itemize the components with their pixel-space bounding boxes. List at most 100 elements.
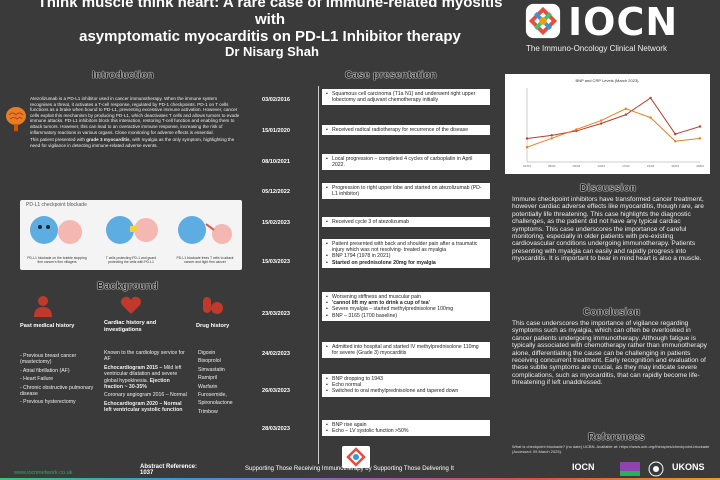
drug-item: Spironolactone (198, 400, 233, 407)
timeline-entry: Local progression – completed 4 cycles o… (322, 154, 490, 171)
cartoon-figure-1-icon (30, 216, 82, 244)
chart-x-tick: 05/03 (548, 164, 556, 168)
bnp-chart: BNP and CRP Levels (March 2023) 01/03 05/… (505, 74, 710, 174)
partner-badge-icon (620, 462, 640, 476)
person-icon (34, 296, 52, 317)
checkpoint-cartoon: PD-L1 checkpoint blockade PD-L1 blockade… (20, 200, 242, 270)
iocn-mark-icon (525, 3, 561, 39)
pills-icon (203, 297, 223, 314)
cartoon-panel-3-text: PD-L1 blockade frees T cells to attack c… (176, 256, 234, 264)
timeline-entry: BNP dropping to 1943 Echo normal Switche… (322, 374, 490, 397)
cartoon-panel-1-text: PD-L1 blockade on the bubble stopping fi… (27, 256, 87, 264)
cardiac-item-4: Echocardiogram 2020 – Normal left ventri… (104, 400, 183, 414)
timeline-item: Patient presented with back and shoulder… (326, 241, 486, 253)
timeline-entry: Progression to right upper lobe and star… (322, 183, 490, 200)
drug-item: Digoxin (198, 350, 216, 356)
timeline-item: Received radical radiotherapy for recurr… (326, 127, 486, 133)
timeline-entry: BNP rise again Echo – LV systolic functi… (322, 420, 490, 437)
introduction-para-2: This patient presented with grade 3 myoc… (30, 137, 240, 148)
timeline-date: 08/10/2021 (262, 159, 290, 165)
timeline-date: 24/02/2023 (262, 351, 290, 357)
cardiac-echo-2015-label: Echocardiogram 2015 – (104, 364, 163, 371)
footer-stripe (0, 478, 720, 480)
introduction-para-1: Atezolizumab is a PD-L1 inhibitor used i… (30, 96, 240, 135)
footer-website-link[interactable]: www.iocninetwork.co.uk (14, 470, 73, 476)
references-heading: References (588, 432, 645, 443)
footer-logo (342, 446, 370, 468)
chart-point (649, 116, 652, 119)
timeline-date: 03/02/2016 (262, 97, 290, 103)
chart-point (550, 137, 553, 140)
heart-icon (121, 296, 141, 314)
timeline-date: 15/02/2023 (262, 220, 290, 226)
logo-brand: IOCN (568, 0, 679, 44)
chart-x-tick: 25/03 (672, 164, 680, 168)
timeline-entry: Squamous cell carcinoma (T1a N1) and und… (322, 89, 490, 106)
chart-x-tick: 21/03 (647, 164, 655, 168)
discussion-text: Immune checkpoint inhibitors have transf… (512, 196, 704, 263)
case-presentation-heading: Case presentation (345, 70, 437, 81)
pmh-item: - Atrial fibrillation (AF) (20, 367, 70, 374)
chart-point (624, 107, 628, 110)
chart-point (525, 146, 529, 149)
timeline-item: BNP dropping to 1943 (326, 376, 486, 382)
timeline-item: BNP – 3165 (1700 baseline) (326, 313, 486, 319)
timeline-item: BNP rise again (326, 422, 486, 428)
brain-icon (6, 107, 26, 131)
abstract-number: 1037 (140, 470, 154, 476)
pmh-item: - Previous breast cancer (mastectomy) (20, 353, 77, 366)
partner-iocn: IOCN (572, 462, 595, 472)
timeline-date: 15/03/2023 (262, 259, 290, 265)
title-line-2: asymptomatic myocarditis on PD-L1 Inhibi… (79, 28, 461, 45)
pmh-item: - Previous hysterectomy (20, 399, 76, 406)
partner-seal-icon (648, 461, 664, 477)
timeline-date: 15/01/2020 (262, 128, 290, 134)
references-text: What is checkpoint blockade? (no date) U… (512, 444, 710, 454)
timeline-entry: Worsening stiffness and muscular pain 'c… (322, 292, 490, 321)
chart-point (624, 113, 628, 116)
background-heading: Background (97, 281, 159, 292)
poster-title: Think muscle think heart: A rare case of… (30, 0, 510, 45)
drug-list: Digoxin Bisoprolol Simvastatin Ramipril … (198, 350, 258, 417)
cartoon-panel-1: PD-L1 blockade on the bubble stopping fi… (24, 210, 90, 266)
chart-point (575, 128, 578, 131)
cardiac-list: Known to the cardiology service for AF E… (104, 350, 190, 416)
intro-para2-bold: grade 3 myocarditis (86, 137, 130, 143)
chart-x-tick: 17/03 (622, 164, 630, 168)
discussion-heading: Discussion (580, 183, 637, 194)
chart-axes (526, 88, 700, 163)
timeline-date: 05/12/2022 (262, 189, 290, 195)
timeline-item: Echo – LV systolic function >50% (326, 428, 486, 434)
timeline-item: Local progression – completed 4 cycles o… (326, 156, 486, 168)
cardiac-item-1: Known to the cardiology service for AF (104, 350, 185, 363)
chart-point (550, 134, 553, 137)
conclusion-heading: Conclusion (583, 307, 641, 318)
timeline-item: Admitted into hospital and started IV me… (326, 344, 486, 356)
chart-point (525, 137, 529, 140)
bnp-chart-svg: BNP and CRP Levels (March 2023) 01/03 05/… (523, 78, 704, 168)
timeline-item: Received cycle 3 of atezolizumab (326, 219, 486, 225)
timeline-entry: Patient presented with back and shoulder… (322, 239, 490, 268)
pmh-list: - Previous breast cancer (mastectomy) - … (20, 353, 98, 408)
chart-point (674, 140, 677, 143)
drug-item: Simvastatin (198, 366, 225, 373)
title-line-1: Think muscle think heart: A rare case of… (37, 0, 503, 28)
timeline-item: Started on prednisolone 20mg for myalgia (326, 260, 486, 266)
introduction-heading: Introduction (92, 70, 154, 81)
intro-para2-a: This patient presented with (30, 137, 87, 143)
cartoon-caption: PD-L1 checkpoint blockade (26, 202, 87, 208)
cardiac-heading: Cardiac history and investigations (104, 320, 157, 333)
cartoon-panel-2: T cells protecting PD-1 and guard protec… (98, 210, 164, 266)
chart-point (698, 137, 702, 140)
chart-title: BNP and CRP Levels (March 2023) (576, 78, 640, 83)
cartoon-panel-3: PD-L1 blockade frees T cells to attack c… (172, 210, 238, 266)
chart-series-line-crp (526, 108, 701, 148)
chart-point (649, 96, 652, 100)
cardiac-item-3: Coronary angiogram 2016 – Normal (104, 392, 187, 399)
chart-x-tick: 09/03 (573, 164, 581, 168)
cartoon-panel-2-text: T cells protecting PD-1 and guard protec… (105, 256, 157, 264)
timeline-entry: Admitted into hospital and started IV me… (322, 342, 490, 359)
chart-x-tick: 01/03 (523, 164, 531, 168)
drug-item: Bisoprolol (198, 358, 221, 365)
cartoon-figure-2-icon (106, 216, 158, 244)
